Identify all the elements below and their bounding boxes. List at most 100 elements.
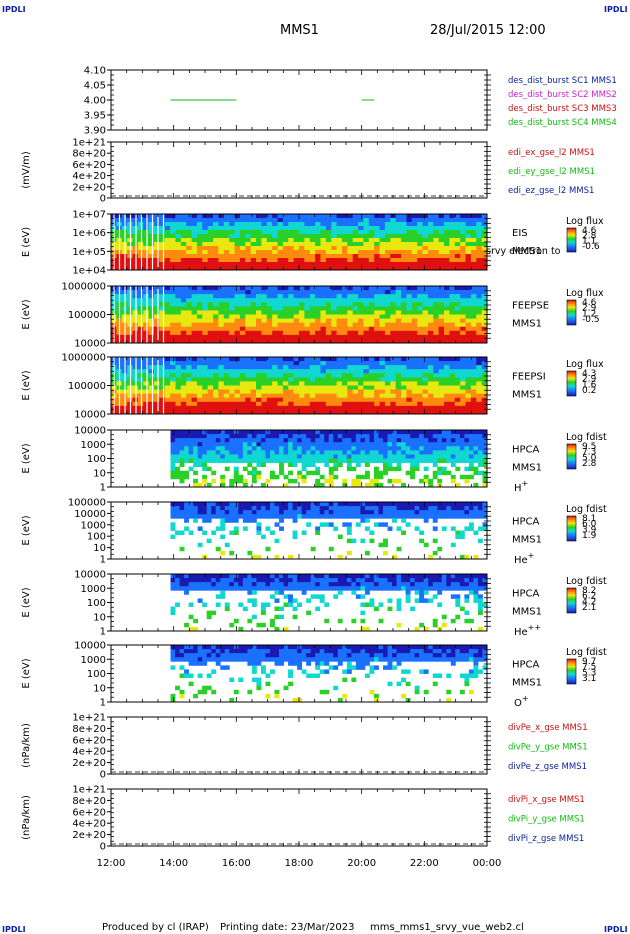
spectrogram-cell: [390, 385, 397, 390]
spectrogram-cell: [288, 397, 295, 403]
spectrogram-cell: [250, 369, 257, 374]
spectrogram-cell: [331, 230, 337, 235]
spectrogram-cell: [383, 450, 388, 455]
spectrogram-cell: [324, 434, 330, 439]
spectrogram-cell: [288, 262, 295, 267]
spectrogram-cell: [242, 466, 248, 472]
spectrogram-cell: [414, 506, 420, 511]
spectrogram-cell: [373, 442, 379, 447]
spectrogram-cell: [247, 470, 253, 476]
spectrogram-cell: [164, 330, 171, 336]
spectrogram-cell: [320, 369, 327, 374]
spectrogram-cell: [320, 302, 327, 307]
spectrogram-cell: [223, 222, 230, 227]
spectrogram-cell: [378, 514, 384, 519]
spectrogram-cell: [170, 250, 176, 255]
spectrogram-cell: [464, 434, 470, 439]
spectrogram-cell: [202, 458, 208, 463]
spectrogram-cell: [184, 578, 190, 583]
spectrogram-cell: [373, 474, 379, 480]
spectrogram-cell: [188, 614, 194, 620]
spectrogram-cell: [341, 377, 348, 382]
spectrogram-cell: [432, 450, 438, 455]
spectrogram-cell: [186, 385, 192, 390]
spectrogram-cell: [304, 334, 311, 340]
spectrogram-cell: [213, 361, 219, 366]
spectrogram-cell: [401, 482, 407, 488]
spectrogram-cell: [304, 230, 311, 235]
spectrogram-cell: [309, 254, 316, 259]
spectrogram-cell: [333, 510, 339, 515]
spectrogram-cell: [137, 405, 144, 411]
spectrogram-cell: [341, 365, 348, 370]
spectrogram-cell: [282, 266, 289, 271]
spectrogram-cell: [419, 478, 425, 484]
spectrogram-cell: [331, 298, 337, 303]
spectrogram-cell: [175, 466, 180, 472]
spectrogram-cell: [390, 365, 397, 370]
spectrogram-cell: [215, 506, 221, 511]
spectrogram-cell: [470, 322, 477, 328]
spectrogram-cell: [277, 409, 284, 415]
y-tick-label: 10: [93, 543, 106, 554]
panel-7-colorbar: [566, 515, 577, 542]
spectrogram-cell: [159, 334, 166, 340]
spectrogram-cell: [464, 438, 470, 443]
spectrogram-cell: [293, 357, 300, 362]
spectrogram-cell: [218, 393, 225, 399]
spectrogram-cell: [352, 330, 359, 336]
spectrogram-cell: [437, 510, 443, 515]
spectrogram-cell: [175, 326, 182, 332]
spectrogram-cell: [438, 381, 445, 386]
spectrogram-cell: [292, 502, 298, 507]
spectrogram-cell: [309, 246, 316, 251]
spectrogram-cell: [384, 381, 391, 386]
spectrogram-cell: [184, 434, 190, 439]
spectrogram-cell: [437, 446, 443, 451]
spectrogram-cell: [482, 430, 488, 435]
spectrogram-cell: [197, 586, 203, 591]
spectrogram-cell: [337, 458, 343, 463]
spectrogram-cell: [470, 258, 477, 263]
spectrogram-cell: [292, 518, 298, 523]
spectrogram-cell: [465, 369, 472, 374]
spectrogram-cell: [170, 338, 176, 344]
spectrogram-cell: [352, 357, 359, 362]
spectrogram-cell: [417, 230, 423, 235]
spectrogram-cell: [358, 266, 364, 271]
spectrogram-cell: [245, 294, 252, 299]
spectrogram-cell: [274, 430, 280, 435]
spectrogram-cell: [250, 314, 257, 319]
spectrogram-cell: [309, 405, 316, 411]
spectrogram-cell: [265, 450, 271, 455]
spectrogram-cell: [191, 393, 198, 399]
spectrogram-cell: [191, 326, 198, 332]
spectrogram-cell: [417, 369, 423, 374]
spectrogram-cell: [363, 218, 370, 223]
spectrogram-cell: [427, 385, 434, 390]
spectrogram-cell: [175, 474, 180, 480]
spectrogram-cell: [482, 502, 488, 507]
spectrogram-cell: [470, 294, 477, 299]
spectrogram-cell: [250, 338, 257, 344]
spectrogram-cell: [460, 318, 466, 324]
spectrogram-cell: [229, 365, 235, 370]
spectrogram-cell: [245, 377, 252, 382]
spectrogram-cell: [392, 554, 397, 560]
spectrogram-cell: [374, 230, 380, 235]
spectrogram-cell: [455, 514, 461, 519]
spectrogram-cell: [460, 258, 466, 263]
spectrogram-cell: [477, 538, 483, 544]
spectrogram-cell: [347, 266, 354, 271]
spectrogram-cell: [346, 462, 352, 468]
spectrogram-cell: [137, 306, 144, 311]
spectrogram-cell: [213, 250, 219, 255]
spectrogram-cell: [410, 510, 416, 515]
spectrogram-cell: [238, 578, 244, 583]
legend-1-3: des_dist_burst SC3 MMS3: [508, 104, 617, 114]
spectrogram-cell: [368, 326, 375, 332]
spectrogram-cell: [299, 397, 305, 403]
spectrogram-cell: [261, 369, 268, 374]
spectrogram-cell: [364, 430, 370, 435]
